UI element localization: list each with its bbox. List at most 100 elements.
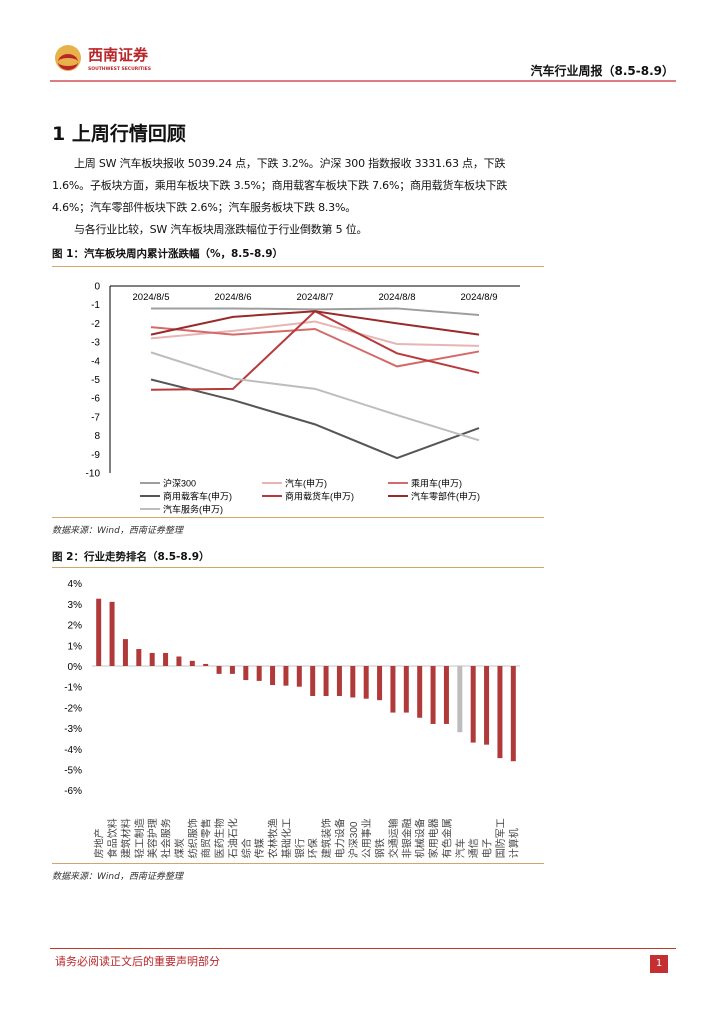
x-tick-label: 计算机 bbox=[507, 828, 520, 858]
bar bbox=[149, 652, 155, 666]
x-tick-label: 轻工制造 bbox=[133, 818, 146, 858]
x-tick-label: 汽车 bbox=[454, 838, 467, 858]
legend-label: 乘用车(申万) bbox=[411, 478, 462, 489]
series-line bbox=[150, 351, 480, 442]
y-tick-label: -2 bbox=[91, 319, 100, 330]
legend-label: 商用载货车(申万) bbox=[285, 491, 354, 502]
y-tick-label: 0% bbox=[68, 662, 83, 673]
y-tick-label: 3% bbox=[68, 600, 83, 611]
series-line bbox=[150, 378, 480, 460]
x-tick-label: 食品饮料 bbox=[106, 818, 119, 858]
page-number: 1 bbox=[650, 955, 668, 973]
x-tick-label: 非银金融 bbox=[400, 818, 413, 858]
y-tick-label: -2% bbox=[64, 703, 82, 714]
x-tick-label: 通信 bbox=[468, 838, 480, 858]
series-line bbox=[150, 310, 480, 336]
legend-label: 沪深300 bbox=[163, 478, 196, 489]
y-tick-label: -4 bbox=[91, 356, 100, 367]
figure1-bottom-rule bbox=[52, 517, 544, 518]
x-tick-label: 商贸零售 bbox=[200, 818, 213, 858]
legend-label: 商用载客车(申万) bbox=[163, 491, 232, 502]
figure1-top-rule bbox=[52, 266, 544, 267]
x-tick-label: 2024/8/7 bbox=[297, 292, 334, 303]
x-tick-label: 社会服务 bbox=[160, 818, 173, 858]
y-tick-label: -10 bbox=[86, 469, 101, 480]
bar bbox=[176, 656, 182, 666]
figure1-title: 图 1：汽车板块周内累计涨跌幅（%，8.5-8.9） bbox=[52, 248, 284, 260]
figure2-title: 图 2：行业走势排名（8.5-8.9） bbox=[52, 551, 210, 563]
x-tick-label: 公用事业 bbox=[360, 818, 373, 858]
x-tick-label: 传媒 bbox=[254, 838, 266, 858]
x-tick-label: 农林牧渔 bbox=[267, 818, 280, 858]
bar bbox=[229, 666, 235, 674]
line-chart: 0 -1 -2 -3 -4 -5 -6 -7 8 -9 -10 2024/8/5 2024/8/6 202… bbox=[86, 282, 520, 515]
series-line bbox=[151, 307, 480, 316]
x-tick-label: 电子 bbox=[481, 838, 494, 858]
x-tick-label: 基础化工 bbox=[280, 818, 293, 858]
x-tick-label: 2024/8/8 bbox=[379, 292, 416, 303]
bar bbox=[256, 666, 262, 681]
x-tick-label: 有色金属 bbox=[440, 818, 453, 858]
x-tick-label: 建筑装饰 bbox=[320, 818, 333, 858]
y-tick-label: 0 bbox=[94, 282, 100, 293]
section-heading: 1 上周行情回顾 bbox=[52, 123, 186, 145]
y-tick-label: -6% bbox=[64, 786, 82, 797]
bar bbox=[430, 666, 436, 724]
x-tick-label: 家用电器 bbox=[427, 818, 440, 858]
x-tick-label: 建筑材料 bbox=[119, 818, 132, 858]
series-line bbox=[150, 320, 480, 347]
y-tick-label: -5% bbox=[64, 766, 82, 777]
bar-chart: 4% 3% 2% 1% 0% -1% -2% -3% -4% -5% -6% 房地产 食品饮料 建筑材料轻… bbox=[64, 579, 520, 858]
x-tick-label: 医药生物 bbox=[213, 818, 226, 858]
x-tick-label: 银行 bbox=[293, 838, 306, 858]
bar bbox=[109, 601, 115, 666]
bar bbox=[189, 660, 195, 666]
bar bbox=[216, 666, 222, 674]
x-tick-label: 国防军工 bbox=[494, 818, 507, 858]
x-tick-label: 煤炭 bbox=[173, 838, 186, 858]
x-tick-label: 钢铁 bbox=[374, 838, 387, 858]
y-tick-label: -3% bbox=[64, 724, 82, 735]
bar bbox=[283, 666, 289, 686]
y-tick-label: -7 bbox=[91, 412, 100, 423]
bar bbox=[296, 666, 302, 687]
legend-label: 汽车服务(申万) bbox=[163, 504, 223, 515]
y-tick-label: 8 bbox=[94, 431, 100, 442]
bar bbox=[457, 666, 463, 733]
figure2-top-rule bbox=[52, 567, 544, 568]
series-line bbox=[150, 326, 480, 368]
bar bbox=[443, 666, 449, 724]
report-title: 汽车行业周报（8.5-8.9） bbox=[530, 64, 675, 78]
logo-text: 西南证券 bbox=[88, 46, 149, 64]
bar bbox=[163, 652, 169, 666]
x-tick-label: 房地产 bbox=[93, 828, 106, 858]
x-tick-label: 沪深300 bbox=[347, 821, 360, 858]
bar bbox=[510, 666, 516, 762]
y-tick-label: -5 bbox=[91, 375, 100, 386]
y-tick-label: 4% bbox=[68, 579, 83, 590]
y-tick-label: 1% bbox=[68, 641, 83, 652]
bar bbox=[497, 666, 503, 759]
x-tick-label: 综合 bbox=[240, 838, 253, 858]
comparison-paragraph: 与各行业比较，SW 汽车板块周涨跌幅位于行业倒数第 5 位。 bbox=[74, 223, 368, 236]
bar bbox=[403, 666, 409, 713]
x-tick-label: 美容护理 bbox=[146, 818, 159, 858]
logo-subtext: SOUTHWEST SECURITIES bbox=[88, 67, 151, 72]
y-tick-label: -3 bbox=[91, 338, 100, 349]
y-tick-label: -4% bbox=[64, 745, 82, 756]
x-tick-label: 2024/8/9 bbox=[461, 292, 498, 303]
logo-icon bbox=[55, 45, 81, 71]
x-tick-label: 纺织服饰 bbox=[186, 818, 199, 858]
x-tick-label: 电力设备 bbox=[333, 818, 346, 858]
bar bbox=[350, 666, 356, 698]
x-tick-label: 石油石化 bbox=[226, 818, 239, 858]
legend-label: 汽车零部件(申万) bbox=[411, 491, 480, 502]
bar bbox=[377, 666, 383, 701]
bar bbox=[122, 639, 128, 666]
bar bbox=[336, 666, 342, 697]
footer-divider bbox=[50, 948, 676, 949]
x-tick-label: 2024/8/6 bbox=[215, 292, 252, 303]
legend-label: 汽车(申万) bbox=[285, 478, 327, 489]
bar bbox=[136, 649, 142, 666]
